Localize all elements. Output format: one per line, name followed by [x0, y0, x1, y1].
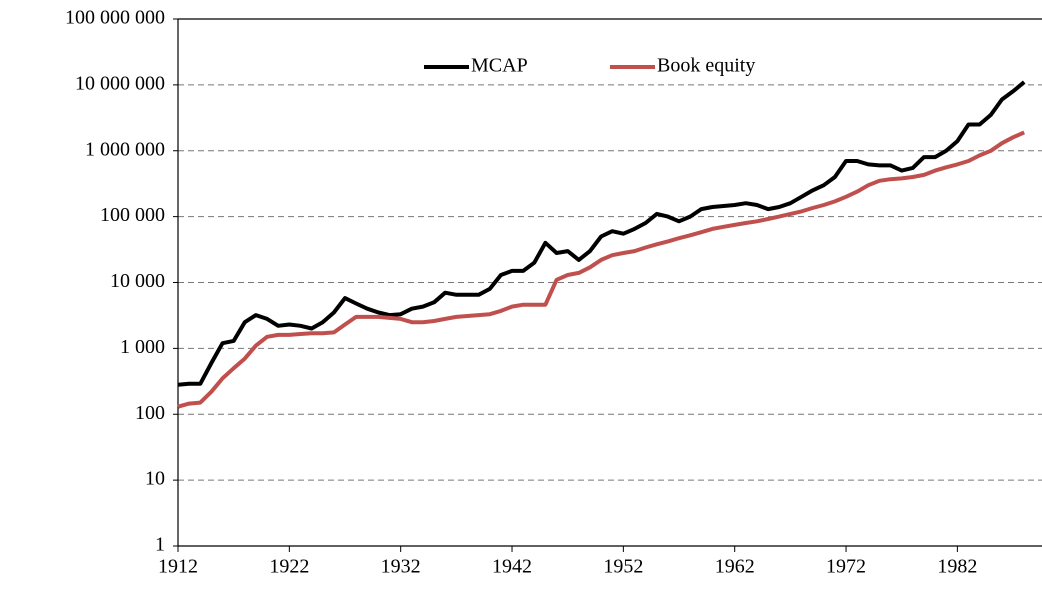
x-tick-label: 1932 — [381, 556, 421, 578]
x-tick-label: 1982 — [937, 556, 977, 578]
y-tick-label: 1 000 — [120, 336, 165, 358]
x-tick-label: 1952 — [603, 556, 643, 578]
y-tick-label: 10 000 000 — [75, 72, 165, 94]
y-tick-label: 1 000 000 — [85, 138, 165, 160]
x-tick-label: 1912 — [158, 556, 198, 578]
line-series — [177, 130, 1026, 409]
line-series — [177, 80, 1026, 387]
y-tick-label: 100 000 — [100, 204, 165, 226]
x-tick-label: 1962 — [715, 556, 755, 578]
x-tick-label: 1972 — [826, 556, 866, 578]
x-tick-label: 1922 — [269, 556, 309, 578]
y-tick-label: 1 — [155, 534, 165, 556]
x-tick-label: 1942 — [492, 556, 532, 578]
y-tick-label: 100 000 000 — [65, 7, 165, 29]
y-tick-label: 100 — [135, 402, 165, 424]
legend-label: MCAP — [471, 55, 528, 77]
y-tick-label: 10 — [145, 468, 165, 490]
y-tick-label: 10 000 — [110, 270, 165, 292]
legend-label: Book equity — [657, 55, 755, 77]
